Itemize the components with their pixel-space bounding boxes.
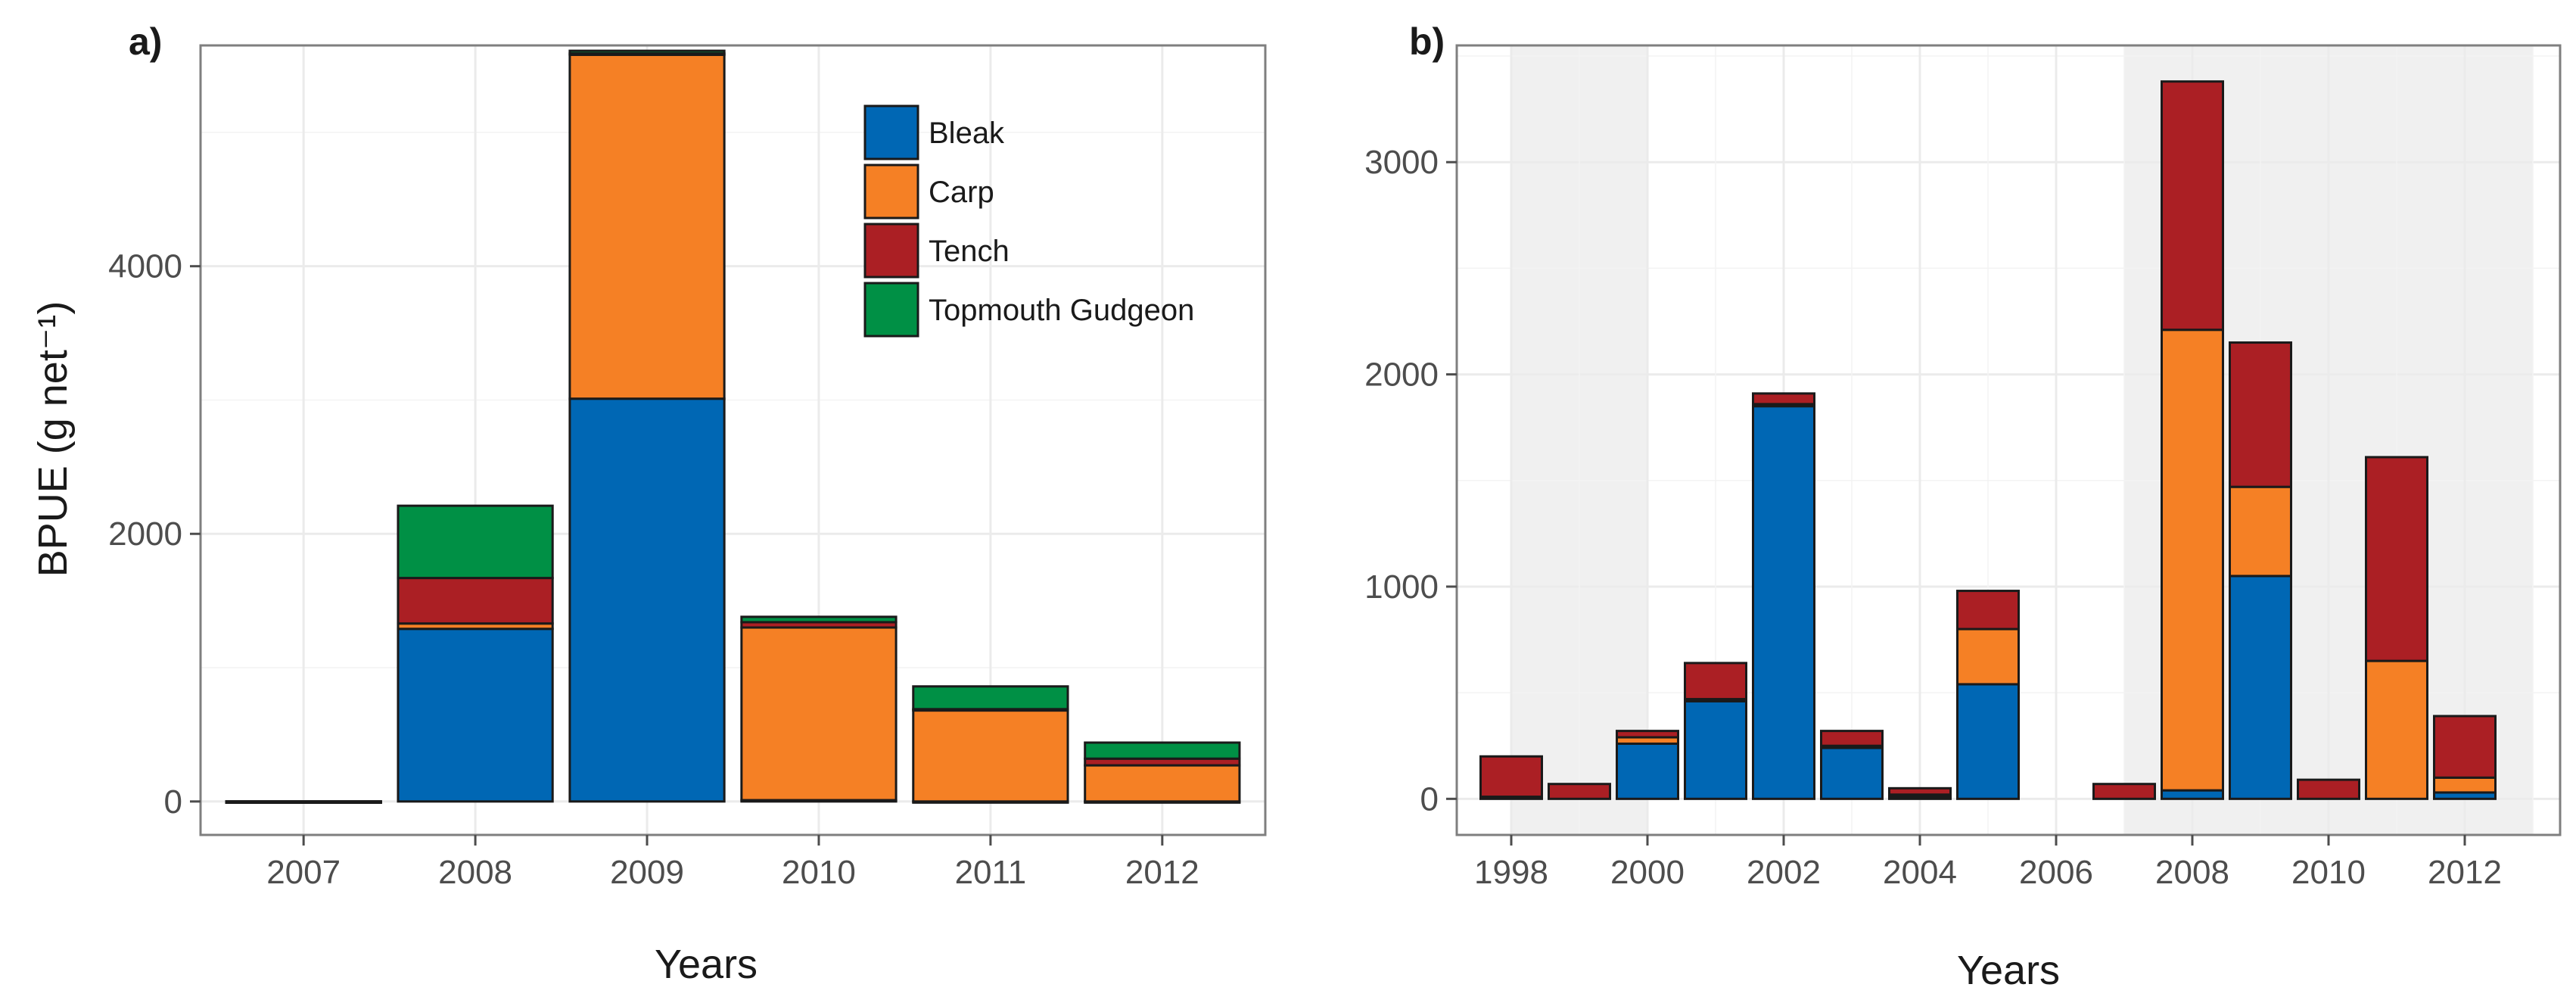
bar-carp-2011 <box>2365 659 2428 800</box>
x-tick-label: 2010 <box>782 854 856 891</box>
x-tick-label: 2004 <box>1883 854 1957 891</box>
panel-a-grid <box>201 45 1265 835</box>
bar-tench-2012 <box>2433 715 2497 779</box>
bar-carp-2009 <box>568 53 726 400</box>
panel-a-x-axis-title: Years <box>655 942 758 987</box>
y-tick-label: 2000 <box>1364 357 1439 394</box>
panel-a-bars <box>225 49 1241 804</box>
y-tick-label: 2000 <box>108 515 182 553</box>
legend-swatch-tench <box>863 223 919 279</box>
bar-tench-2003 <box>1820 730 1884 747</box>
bar-tench-2002 <box>1752 392 1815 406</box>
y-tick-label: 0 <box>164 783 182 821</box>
bar-tench-1998 <box>1479 755 1543 799</box>
x-tick-label: 2007 <box>266 854 341 891</box>
bar-carp-2010 <box>740 626 898 802</box>
legend-label-topmouth-gudgeon: Topmouth Gudgeon <box>929 294 1194 327</box>
panel-a-label: a) <box>129 20 162 63</box>
bar-topmouth-gudgeon-2012 <box>1084 741 1241 760</box>
bar-bleak-2002 <box>1752 405 1815 800</box>
bar-tench-2010 <box>2297 778 2360 800</box>
x-tick-label: 2012 <box>2428 854 2502 891</box>
legend-label-tench: Tench <box>929 235 1010 268</box>
bar-tench-2001 <box>1684 662 1747 701</box>
x-tick-label: 2012 <box>1125 854 1199 891</box>
bar-carp-2009 <box>2229 485 2292 578</box>
legend-swatch-topmouth-gudgeon <box>863 282 919 338</box>
panel-b-axes: 0 1000 2000 3000 1998 2000 2002 2004 2006 2008 201… <box>1364 144 2502 891</box>
bar-topmouth-gudgeon-2008 <box>397 504 554 580</box>
bar-tench-2011 <box>2365 456 2428 662</box>
bar-topmouth-gudgeon-2010 <box>740 615 898 624</box>
x-tick-label: 1998 <box>1474 854 1548 891</box>
panel-a-y-axis-title: BPUE (g net⁻¹) <box>30 301 76 578</box>
panel-b-bars <box>1479 80 2497 800</box>
x-tick-label: 2000 <box>1610 854 1685 891</box>
y-tick-label: 1000 <box>1364 568 1439 606</box>
y-tick-label: 3000 <box>1364 144 1439 181</box>
bar-topmouth-gudgeon-2011 <box>912 685 1069 711</box>
x-tick-label: 2006 <box>2019 854 2093 891</box>
x-tick-label: 2002 <box>1747 854 1821 891</box>
bar-bleak-2008 <box>2161 789 2224 800</box>
bar-bleak-2005 <box>1956 683 2020 800</box>
bar-tench-2008 <box>397 577 554 625</box>
panel-b-label: b) <box>1409 20 1445 63</box>
panel-b: 0 1000 2000 3000 1998 2000 2002 2004 2006 2008 201… <box>1364 20 2562 993</box>
bar-carp-2005 <box>1956 628 2020 686</box>
bar-bleak-2009 <box>568 397 726 803</box>
bar-carp-2011 <box>912 709 1069 803</box>
panel-a-frame <box>199 44 1267 836</box>
panel-b-x-axis-title: Years <box>1957 948 2060 993</box>
bar-tench-2000 <box>1616 730 1679 739</box>
legend-label-bleak: Bleak <box>929 117 1005 150</box>
panel-a: 0 2000 4000 2007 2008 2009 2010 2011 2012 a) Yea… <box>30 20 1267 987</box>
panel-b-frame <box>1455 44 2562 836</box>
bar-tench-2009 <box>2229 341 2292 488</box>
bar-carp-2012 <box>2433 776 2497 794</box>
x-tick-label: 2009 <box>610 854 684 891</box>
bar-tench-2005 <box>1956 590 2020 631</box>
y-tick-label: 0 <box>1420 780 1439 818</box>
x-tick-label: 2010 <box>2291 854 2366 891</box>
bar-bleak-2001 <box>1684 699 1747 800</box>
x-tick-label: 2008 <box>438 854 512 891</box>
panel-a-axes: 0 2000 4000 2007 2008 2009 2010 2011 2012 <box>108 248 1199 891</box>
bar-bleak-2003 <box>1820 746 1884 800</box>
legend-label-carp: Carp <box>929 176 994 209</box>
bar-carp-2012 <box>1084 764 1241 803</box>
panel-b-grid <box>1457 45 2560 835</box>
legend-swatch-carp <box>863 164 919 220</box>
bar-tench-2008 <box>2161 80 2224 332</box>
bar-tench-2004 <box>1888 786 1952 796</box>
x-tick-label: 2008 <box>2155 854 2229 891</box>
legend-swatch-bleak <box>863 104 919 160</box>
bar-bleak-2008 <box>397 628 554 803</box>
y-tick-label: 4000 <box>108 248 182 285</box>
bar-carp-2008 <box>2161 329 2224 792</box>
bar-topmouth-gudgeon-2007 <box>225 800 382 804</box>
legend: Bleak Carp Tench Topmouth Gudgeon <box>863 104 1194 338</box>
bar-tench-2007 <box>2092 783 2156 800</box>
bar-tench-1999 <box>1548 783 1611 800</box>
bar-bleak-2000 <box>1616 742 1679 800</box>
x-tick-label: 2011 <box>955 854 1027 891</box>
bar-bleak-2009 <box>2229 575 2292 800</box>
bar-topmouth-gudgeon-2009 <box>568 49 726 55</box>
